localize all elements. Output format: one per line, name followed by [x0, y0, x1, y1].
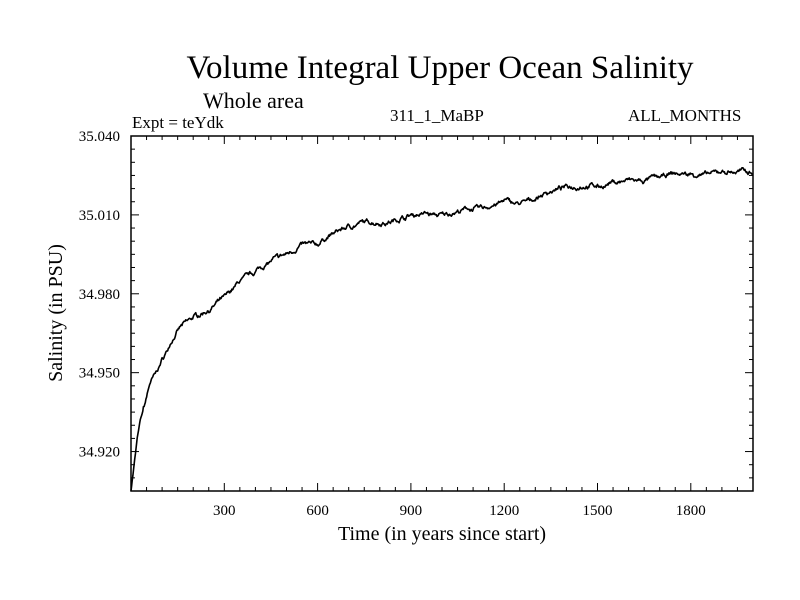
y-tick-label: 34.950: [79, 366, 120, 382]
y-tick-label: 34.920: [79, 445, 120, 461]
x-axis-label: Time (in years since start): [338, 523, 546, 545]
y-tick-labels: 34.920 34.950 34.980 35.010 35.040: [79, 129, 120, 461]
experiment-label: Expt = teYdk: [132, 113, 224, 132]
chart-subtitle: Whole area: [203, 88, 304, 113]
x-tick-label: 1500: [583, 503, 613, 519]
y-tick-label: 34.980: [79, 287, 120, 303]
x-tick-label: 900: [400, 503, 423, 519]
series-line-salinity: [130, 167, 754, 492]
y-tick-label: 35.010: [79, 208, 120, 224]
x-tick-label: 1200: [489, 503, 519, 519]
months-label: ALL_MONTHS: [628, 106, 742, 125]
y-tick-label: 35.040: [79, 129, 120, 145]
x-tick-label: 1800: [676, 503, 706, 519]
plot-frame: [130, 135, 754, 492]
x-tick-labels: 300 600 900 1200 1500 1800: [213, 503, 706, 519]
chart-title: Volume Integral Upper Ocean Salinity: [186, 50, 694, 86]
run-id-label: 311_1_MaBP: [390, 106, 484, 125]
x-tick-label: 300: [213, 503, 236, 519]
x-tick-label: 600: [306, 503, 329, 519]
axis-ticks: [131, 135, 753, 492]
y-axis-label: Salinity (in PSU): [45, 244, 67, 382]
